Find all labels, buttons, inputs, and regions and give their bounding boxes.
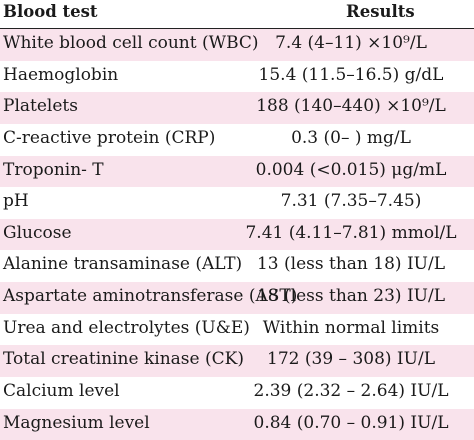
blood-test-name: pH — [3, 191, 29, 212]
blood-test-name: Total creatinine kinase (CK) — [3, 349, 244, 370]
table-row: Total creatinine kinase (CK) 172 (39 – 30… — [0, 345, 474, 378]
blood-test-result: 7.4 (4–11) ×10⁹/L — [275, 33, 427, 53]
blood-test-result: 0.004 (<0.015) μg/mL — [255, 159, 447, 180]
blood-test-result: 0.3 (0– ) mg/L — [291, 127, 411, 148]
table-row: Aspartate aminotransferase (AST) 18 (less… — [0, 282, 474, 314]
blood-test-name: Glucose — [3, 222, 72, 243]
blood-test-name: Troponin- T — [3, 159, 104, 180]
blood-test-name: Urea and electrolytes (U&E) — [3, 317, 250, 338]
blood-test-name: Calcium level — [3, 381, 120, 402]
blood-test-name: White blood cell count (WBC) — [3, 33, 259, 53]
table-row: pH 7.31 (7.35–7.45) — [0, 187, 474, 219]
blood-test-name: Platelets — [3, 96, 78, 117]
blood-test-name: Magnesium level — [3, 412, 150, 433]
table-row: C-reactive protein (CRP) 0.3 (0– ) mg/L — [0, 124, 474, 156]
blood-test-result: Within normal limits — [262, 317, 440, 338]
blood-test-result: 7.31 (7.35–7.45) — [280, 191, 422, 212]
blood-test-result: 0.84 (0.70 – 0.91) IU/L — [253, 412, 449, 433]
table-row: Alanine transaminase (ALT) 13 (less than … — [0, 250, 474, 282]
blood-test-name: Alanine transaminase (ALT) — [3, 254, 243, 275]
header-results: Results — [346, 2, 415, 21]
blood-test-result: 18 (less than 23) IU/L — [256, 286, 445, 307]
table-row: Troponin- T 0.004 (<0.015) μg/mL — [0, 155, 474, 188]
blood-test-name: Haemoglobin — [3, 64, 119, 85]
blood-test-result: 15.4 (11.5–16.5) g/dL — [258, 64, 444, 85]
blood-test-result: 13 (less than 18) IU/L — [256, 254, 445, 275]
blood-test-name: Aspartate aminotransferase (AST) — [3, 286, 298, 307]
table-row: Calcium level 2.39 (2.32 – 2.64) IU/L — [0, 377, 474, 409]
table-row: Magnesium level 0.84 (0.70 – 0.91) IU/L — [0, 408, 474, 440]
header-blood-test: Blood test — [3, 2, 98, 21]
table-body: White blood cell count (WBC) 7.4 (4–11) ×… — [0, 29, 474, 440]
blood-test-result: 2.39 (2.32 – 2.64) IU/L — [253, 381, 449, 402]
blood-test-name: C-reactive protein (CRP) — [3, 127, 216, 148]
blood-test-result: 7.41 (4.11–7.81) mmol/L — [245, 222, 457, 243]
table-row: Platelets 188 (140–440) ×10⁹/L — [0, 92, 474, 124]
table-row: Urea and electrolytes (U&E) Within normal… — [0, 314, 474, 346]
table-row: White blood cell count (WBC) 7.4 (4–11) ×… — [0, 29, 474, 61]
blood-test-result: 188 (140–440) ×10⁹/L — [256, 96, 446, 117]
table-header: Blood test Results — [0, 0, 474, 29]
blood-test-result: 172 (39 – 308) IU/L — [267, 349, 435, 370]
table-row: Glucose 7.41 (4.11–7.81) mmol/L — [0, 218, 474, 251]
table-row: Haemoglobin 15.4 (11.5–16.5) g/dL — [0, 61, 474, 93]
